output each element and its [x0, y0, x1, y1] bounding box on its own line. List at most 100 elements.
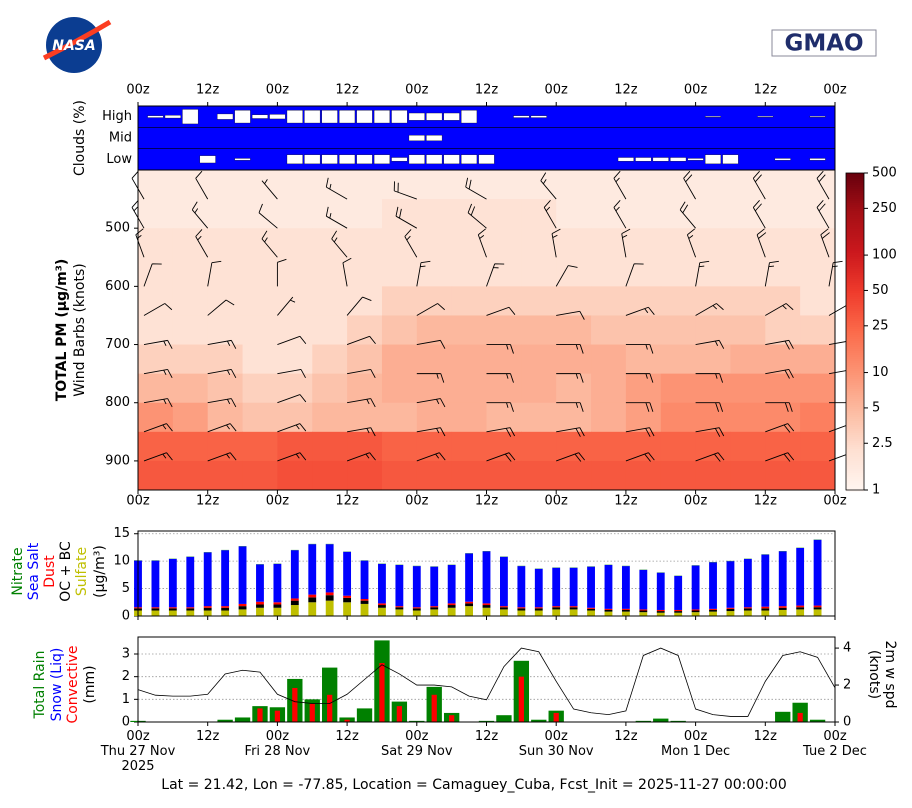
pm-cell: [452, 315, 487, 345]
pm-cell: [626, 432, 661, 462]
aerosol-bar: [221, 550, 229, 606]
aerosol-bar: [169, 608, 177, 610]
pm-cell: [696, 461, 731, 491]
pm-cell: [173, 315, 208, 345]
aerosol-bar: [587, 609, 595, 611]
cloud-box: [287, 110, 303, 123]
pm-cell: [382, 286, 417, 316]
pm-cell: [173, 199, 208, 229]
pm-cell: [765, 345, 800, 375]
aerosol-bar: [587, 567, 595, 608]
pm-cell: [521, 345, 556, 375]
pm-cell: [730, 403, 765, 433]
pm-cell: [487, 315, 522, 345]
cloud-box: [304, 155, 320, 164]
pm-cell: [626, 345, 661, 375]
cloud-box: [148, 116, 164, 118]
pm-cell: [661, 199, 696, 229]
aerosol-bar: [308, 597, 316, 602]
pm-cell: [487, 461, 522, 491]
pm-cell: [138, 170, 173, 200]
pm-cell: [800, 228, 835, 258]
aerosol-bar: [605, 565, 613, 609]
legend-label: Convective: [65, 645, 81, 723]
aerosol-bar: [413, 566, 421, 607]
precip-bar: [775, 712, 790, 722]
pm-cell: [626, 315, 661, 345]
aerosol-bar: [152, 611, 160, 616]
pm-cell: [730, 286, 765, 316]
pm-cell: [208, 315, 243, 345]
aerosol-bar: [169, 559, 177, 607]
aerosol-bar: [779, 610, 787, 616]
cloud-box: [392, 158, 408, 162]
colorbar-tick-label: 5: [872, 400, 880, 415]
pm-cell: [521, 170, 556, 200]
cloud-box: [235, 110, 251, 123]
pm-cell: [452, 257, 487, 287]
colorbar-tick-label: 500: [872, 166, 897, 181]
pm-cell: [626, 286, 661, 316]
aerosol-bar: [587, 608, 595, 609]
pm-cell: [208, 199, 243, 229]
pm-cell: [661, 374, 696, 404]
aerosol-bar: [796, 548, 804, 606]
pm-cell: [417, 432, 452, 462]
aerosol-bar: [709, 609, 717, 610]
aerosol-bar: [395, 565, 403, 606]
precip-bar: [292, 688, 297, 722]
pm-cell: [800, 170, 835, 200]
aerosol-bar: [448, 608, 456, 616]
pm-cell: [765, 170, 800, 200]
aerosol-bar: [326, 595, 334, 600]
aerosol-bar: [186, 611, 194, 616]
pm-cell: [696, 170, 731, 200]
pm-cell: [347, 315, 382, 345]
y-tick-label: 2: [122, 669, 130, 684]
aerosol-bar: [535, 569, 543, 607]
pm-cell: [730, 345, 765, 375]
aerosol-bar: [308, 602, 316, 616]
pm-cell: [277, 315, 312, 345]
aerosol-bar: [500, 607, 508, 609]
pm-cell: [312, 257, 347, 287]
aerosol-bar: [395, 607, 403, 609]
aerosol-bar: [361, 601, 369, 604]
aerosol-bar: [587, 611, 595, 616]
aerosol-bar: [500, 606, 508, 607]
cloud-box: [235, 158, 251, 160]
pm-cell: [452, 170, 487, 200]
pm-cell: [800, 199, 835, 229]
x-tick-label: 00z: [266, 83, 290, 98]
x-tick-label: 12z: [754, 494, 778, 509]
aerosol-bar: [692, 611, 700, 613]
pm-cell: [661, 170, 696, 200]
pm-cell: [765, 228, 800, 258]
pm-cell: [556, 345, 591, 375]
pm-cell: [347, 199, 382, 229]
pm-cell: [800, 345, 835, 375]
pm-cell: [243, 374, 278, 404]
aerosol-bar: [448, 565, 456, 603]
aerosol-bar: [727, 609, 735, 611]
x-tick-label: 00z: [684, 494, 708, 509]
aerosol-bar: [605, 612, 613, 616]
pm-cell: [382, 257, 417, 287]
cloud-box: [670, 158, 686, 162]
cloud-box: [322, 110, 338, 123]
aerosol-bar: [552, 609, 560, 616]
pm-cell: [730, 461, 765, 491]
aerosol-bar: [570, 606, 578, 607]
pm-cell: [452, 345, 487, 375]
aerosol-bar: [605, 609, 613, 610]
cloud-box: [252, 115, 268, 119]
pm-cell: [452, 461, 487, 491]
aerosol-bar: [622, 610, 630, 612]
pm-cell: [730, 315, 765, 345]
aerosol-bar: [326, 592, 334, 595]
pm-cell: [661, 345, 696, 375]
legend-label: Dust: [42, 555, 58, 588]
aerosol-bar: [152, 608, 160, 610]
y-tick-label: 1: [122, 692, 130, 707]
legend-label: Sea Salt: [26, 542, 42, 600]
